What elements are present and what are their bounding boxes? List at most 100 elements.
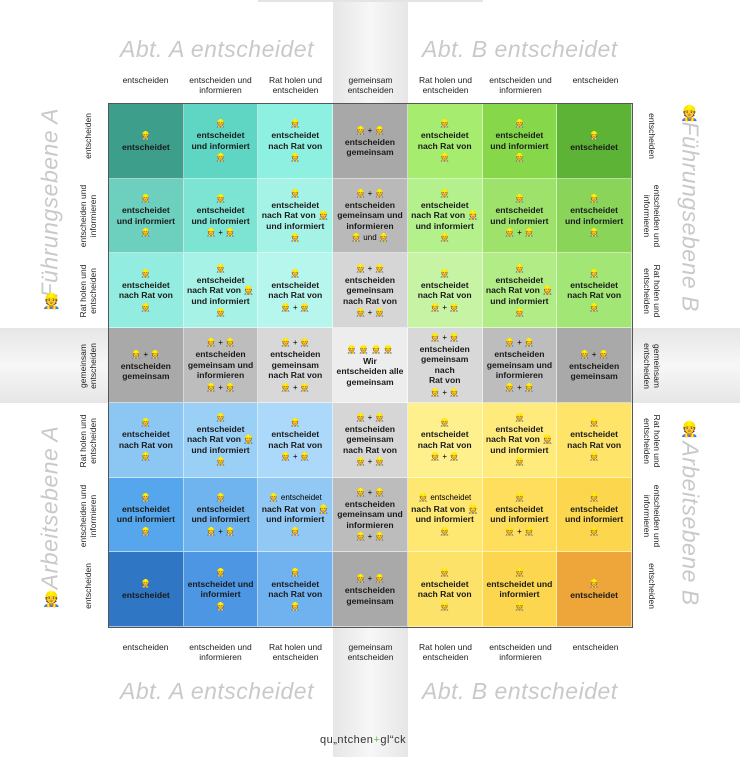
matrix-cell: 👷 entscheidet nach Rat von 👷 und informie… xyxy=(183,253,259,329)
cell-text: entscheiden gemeinsam xyxy=(344,136,396,158)
cell-text: entscheidet xyxy=(121,142,170,153)
row-label-left: Rat holen und entscheiden xyxy=(78,264,98,317)
cell-text: entscheiden gemeinsam nach Rat von xyxy=(343,423,397,455)
column-label-top: gemeinsam entscheiden xyxy=(347,75,394,95)
worker-icons-top: 👷 xyxy=(215,194,226,204)
cell-text: entscheidet nach Rat von xyxy=(268,429,323,450)
matrix-cell: 👷 entscheidet nach Rat von 👷 und informie… xyxy=(482,253,558,329)
matrix-cell: 👷 + 👷 entscheiden gemeinsam nach Rat von 👷… xyxy=(333,253,408,329)
matrix-cell: 👷 + 👷 entscheiden gemeinsam nach Rat von 👷… xyxy=(407,328,483,403)
cell-text: entscheidet nach Rat von 👷 und informier… xyxy=(411,199,479,231)
worker-icons-top: 👷 + 👷 xyxy=(430,332,460,342)
worker-icons-top: 👷 xyxy=(439,567,450,577)
worker-icons-bottom: 👷 xyxy=(140,452,151,462)
cell-text: entscheiden gemeinsam xyxy=(120,360,171,382)
matrix-cell: 👷 entscheidet nach Rat von 👷 xyxy=(258,552,334,627)
worker-icons-bottom: 👷 xyxy=(215,601,226,611)
cell-text: entscheidet nach Rat von xyxy=(268,578,323,600)
matrix-cell: 👷 entscheidet und informiert 👷 + 👷 xyxy=(482,477,558,553)
logo-part-2: gl“ck xyxy=(380,734,407,746)
worker-icons-top: 👷 xyxy=(140,492,151,502)
matrix-cell: 👷 entscheidet und informiert 👷 xyxy=(482,104,558,179)
column-label-bottom: gemeinsam entscheiden xyxy=(347,642,394,662)
cell-text: entscheidet nach Rat von 👷 und informier… xyxy=(187,274,255,306)
row-label-left: entscheiden xyxy=(83,562,93,609)
matrix-cell: 👷 entscheidet und informiert 👷 xyxy=(482,552,558,627)
worker-icons-bottom: 👷 xyxy=(290,526,301,536)
column-label-top: entscheiden xyxy=(572,75,619,85)
cell-text: entscheidet xyxy=(570,142,619,153)
row-label-right: Rat holen und entscheiden xyxy=(642,414,662,467)
cell-text: entscheidet nach Rat von xyxy=(567,279,622,301)
worker-icons-top: 👷 entscheidet xyxy=(418,492,472,502)
worker-icons-top: 👷 xyxy=(589,131,600,141)
worker-icons-bottom: 👷 xyxy=(215,308,226,318)
worker-icons-bottom: 👷 + 👷 xyxy=(206,228,236,238)
worker-icons-top: 👷 xyxy=(290,567,301,577)
heading-top-left: Abt. A entscheidet xyxy=(120,36,314,62)
worker-icons-bottom: 👷 xyxy=(290,601,301,611)
cell-text: entscheidet und informiert xyxy=(116,205,175,226)
logo-plus: + xyxy=(373,734,381,746)
matrix-cell: 👷 entscheidet und informiert 👷 xyxy=(557,178,632,254)
matrix-cell: 👷 entscheidet und informiert 👷 xyxy=(109,178,184,254)
matrix-cell: 👷 + 👷 entscheiden gemeinsam xyxy=(557,328,632,403)
cell-text: entscheidet nach Rat von xyxy=(118,429,173,450)
matrix-cell: 👷 entscheidet nach Rat von 👷 + 👷 xyxy=(407,253,483,329)
matrix-cell: 👷 entscheidet nach Rat von 👷 xyxy=(109,253,184,329)
column-label-bottom: entscheiden xyxy=(122,642,169,652)
worker-icons-top: 👷 + 👷 xyxy=(355,487,385,497)
matrix-cell: 👷 entscheidet xyxy=(557,104,632,179)
matrix-cell: 👷 entscheidet nach Rat von 👷 und informie… xyxy=(258,477,334,553)
worker-icon-left-lower: 👷 xyxy=(42,591,61,608)
matrix-cell: 👷 entscheidet und informiert 👷 xyxy=(109,477,184,553)
worker-icons-top: 👷 + 👷 xyxy=(579,349,609,359)
matrix-cell: 👷 entscheidet nach Rat von 👷 + 👷 xyxy=(258,253,334,329)
cell-text: entscheiden gemeinsam xyxy=(344,585,396,606)
worker-icons-top: 👷 xyxy=(439,418,450,428)
worker-icons-bottom: 👷 xyxy=(514,457,525,467)
cell-text: entscheidet xyxy=(121,590,170,601)
row-label-left: entscheiden xyxy=(83,112,93,159)
matrix-cell: 👷 entscheidet nach Rat von 👷 + 👷 xyxy=(407,402,483,478)
worker-icons-bottom: 👷 xyxy=(439,526,450,536)
worker-icon-left-upper: 👷 xyxy=(42,293,61,310)
row-label-left: entscheiden und informieren xyxy=(78,484,98,547)
column-label-top: entscheiden und informieren xyxy=(489,75,552,95)
worker-icons-bottom: 👷 xyxy=(514,308,525,318)
top-rule xyxy=(258,0,483,2)
brand-logo: qu„ntchen+gl“ck xyxy=(320,734,406,746)
matrix-cell: 👷 entscheidet nach Rat von 👷 und informie… xyxy=(258,178,334,254)
worker-icons-top: 👷 xyxy=(514,492,525,502)
worker-icons-top: 👷 xyxy=(140,579,151,589)
heading-top-right: Abt. B entscheidet xyxy=(422,36,618,62)
cell-text: entscheidet nach Rat von xyxy=(417,578,472,600)
cell-text: entscheiden gemeinsam nach Rat von xyxy=(268,349,323,381)
worker-icons-bottom: 👷 + 👷 xyxy=(430,452,460,462)
worker-icons-bottom: 👷 xyxy=(514,601,525,611)
worker-icons-top: 👷 + 👷 xyxy=(355,263,385,273)
worker-icons-bottom: 👷 xyxy=(439,601,450,611)
worker-icons-top: 👷 xyxy=(589,194,600,204)
matrix-cell: 👷 + 👷 entscheiden gemeinsam nach Rat von 👷… xyxy=(333,402,408,478)
worker-icons-top: 👷 xyxy=(290,268,301,278)
worker-icons-bottom: 👷 + 👷 xyxy=(206,382,236,392)
cell-text: entscheidet nach Rat von 👷 und informier… xyxy=(485,274,553,306)
heading-left-lower: Arbeitsebene A xyxy=(36,425,63,590)
row-label-left: Rat holen und entscheiden xyxy=(78,414,98,467)
column-label-bottom: entscheiden xyxy=(572,642,619,652)
column-label-bottom: Rat holen und entscheiden xyxy=(419,642,472,662)
matrix-cell: 👷 👷 👷 👷 Wir entscheiden alle gemeinsam xyxy=(333,328,408,403)
cell-text: entscheidet und informiert xyxy=(490,503,549,525)
worker-icons-bottom: 👷 xyxy=(215,153,226,163)
cell-text: entscheidet und informiert xyxy=(490,205,549,226)
cell-text: entscheidet und informiert xyxy=(565,503,624,525)
worker-icons-bottom: 👷 xyxy=(439,153,450,163)
matrix-cell: 👷 entscheidet und informiert 👷 + 👷 xyxy=(482,178,558,254)
cell-text: entscheiden gemeinsam und informieren xyxy=(337,199,403,231)
worker-icons-bottom: 👷 + 👷 xyxy=(504,526,534,536)
matrix-cell: 👷 entscheidet nach Rat von 👷 xyxy=(258,104,334,179)
cell-text: entscheidet und informiert xyxy=(565,205,624,226)
worker-icons-bottom: 👷 xyxy=(290,153,301,163)
worker-icons-bottom: 👷 xyxy=(140,228,151,238)
